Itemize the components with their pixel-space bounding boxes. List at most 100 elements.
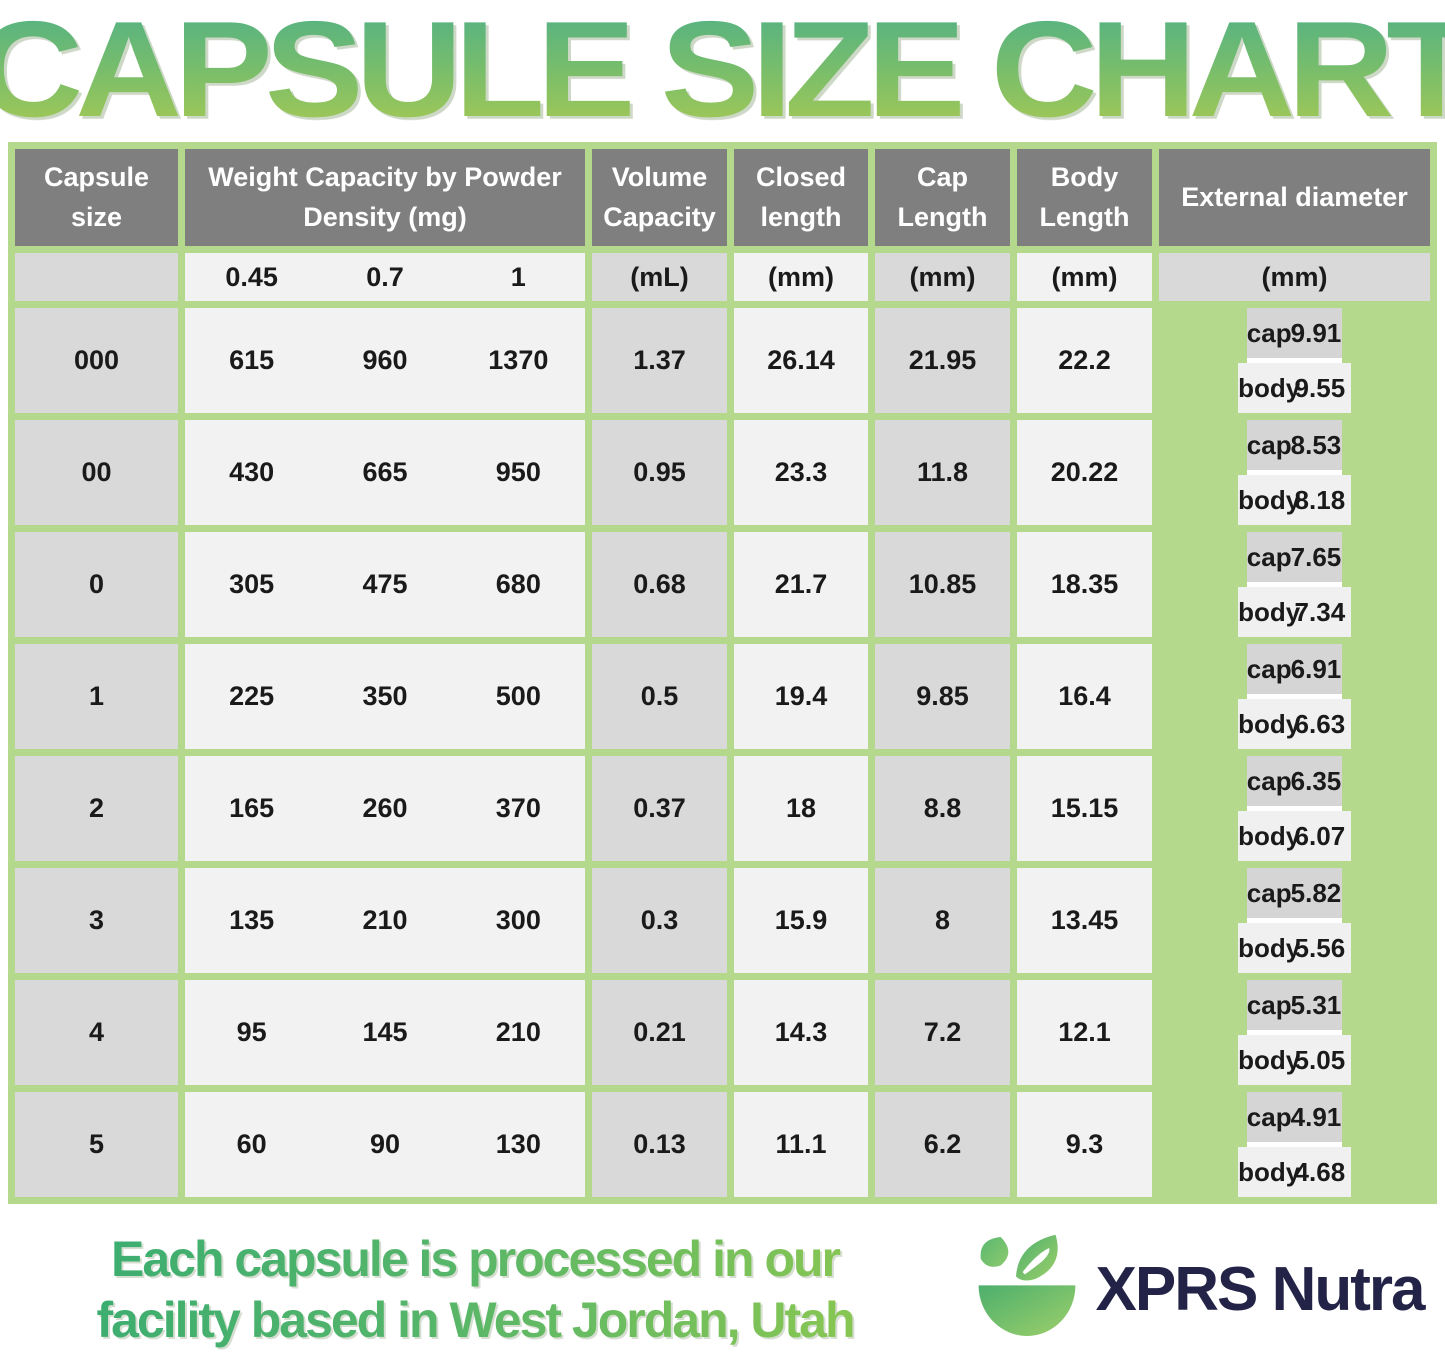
- unit-closed: (mm): [734, 253, 868, 301]
- external-diameter-cell: cap 4.91 body 4.68: [1159, 1092, 1430, 1197]
- weight-at-07: 90: [369, 1129, 401, 1159]
- closed-length-value: 11.1: [734, 1092, 868, 1197]
- weight-at-1: 300: [495, 905, 541, 935]
- external-cap-value: 5.31: [1290, 989, 1342, 1020]
- weight-capacity-values: 430 665 950: [185, 420, 585, 525]
- external-cap-row: cap 8.53: [1246, 420, 1343, 475]
- weight-at-1: 370: [495, 793, 541, 823]
- cap-label: cap: [1246, 989, 1292, 1020]
- unit-external: (mm): [1159, 253, 1430, 301]
- capsule-size-value: 5: [15, 1092, 178, 1197]
- units-capsule-size-empty: [15, 253, 178, 301]
- volume-capacity-value: 0.37: [592, 756, 727, 861]
- volume-capacity-value: 0.13: [592, 1092, 727, 1197]
- volume-capacity-value: 0.68: [592, 532, 727, 637]
- page-header: CAPSULE SIZE CHART: [0, 0, 1445, 140]
- tagline-line1: Each capsule is processed in our: [111, 1230, 839, 1287]
- cap-label: cap: [1246, 317, 1292, 348]
- unit-volume: (mL): [592, 253, 727, 301]
- volume-capacity-value: 0.95: [592, 420, 727, 525]
- volume-capacity-value: 1.37: [592, 308, 727, 413]
- body-length-value: 22.2: [1017, 308, 1152, 413]
- header-cap-length: Cap Length: [875, 149, 1010, 246]
- weight-at-045: 95: [236, 1017, 267, 1047]
- weight-at-045: 225: [229, 681, 275, 711]
- body-label: body: [1238, 1044, 1301, 1075]
- units-densities: 0.45 0.7 1: [185, 253, 585, 301]
- external-cap-row: cap 6.91: [1246, 644, 1343, 699]
- weight-at-1: 210: [495, 1017, 541, 1047]
- weight-at-07: 260: [362, 793, 408, 823]
- external-cap-value: 9.91: [1290, 317, 1342, 348]
- weight-at-07: 665: [362, 457, 408, 487]
- header-body-length: Body Length: [1017, 149, 1152, 246]
- cap-label: cap: [1246, 877, 1292, 908]
- external-cap-row: cap 5.31: [1246, 980, 1343, 1035]
- external-diameter-cell: cap 6.35 body 6.07: [1159, 756, 1430, 861]
- cap-label: cap: [1246, 429, 1292, 460]
- weight-at-1: 950: [495, 457, 541, 487]
- density-1: 1: [510, 261, 526, 292]
- external-body-row: body 8.18: [1238, 475, 1351, 525]
- external-body-row: body 9.55: [1238, 363, 1351, 413]
- cap-length-value: 21.95: [875, 308, 1010, 413]
- weight-capacity-values: 165 260 370: [185, 756, 585, 861]
- facility-tagline: Each capsule is processed in our facilit…: [0, 1229, 950, 1351]
- body-label: body: [1238, 932, 1301, 963]
- external-body-value: 4.68: [1294, 1156, 1346, 1187]
- external-diameter-cell: cap 6.91 body 6.63: [1159, 644, 1430, 749]
- header-closed-length: Closed length: [734, 149, 868, 246]
- weight-at-045: 305: [229, 569, 275, 599]
- header-external-diameter: External diameter: [1159, 149, 1430, 246]
- external-cap-value: 8.53: [1290, 429, 1342, 460]
- weight-capacity-values: 305 475 680: [185, 532, 585, 637]
- cap-length-value: 11.8: [875, 420, 1010, 525]
- cap-label: cap: [1246, 541, 1292, 572]
- weight-at-07: 145: [362, 1017, 408, 1047]
- external-body-row: body 6.63: [1238, 699, 1351, 749]
- external-body-row: body 5.05: [1238, 1035, 1351, 1085]
- weight-at-1: 1370: [488, 345, 549, 375]
- weight-at-045: 165: [229, 793, 275, 823]
- volume-capacity-value: 0.3: [592, 868, 727, 973]
- brand-lockup: XPRS Nutra: [950, 1228, 1445, 1351]
- density-045: 0.45: [225, 261, 278, 292]
- external-diameter-cell: cap 5.82 body 5.56: [1159, 868, 1430, 973]
- body-length-value: 12.1: [1017, 980, 1152, 1085]
- body-label: body: [1238, 372, 1301, 403]
- external-body-value: 9.55: [1294, 372, 1346, 403]
- cap-label: cap: [1246, 765, 1292, 796]
- body-length-value: 20.22: [1017, 420, 1152, 525]
- tagline-line2: facility based in West Jordan, Utah: [96, 1291, 854, 1348]
- cap-label: cap: [1246, 653, 1292, 684]
- capsule-size-value: 4: [15, 980, 178, 1085]
- external-cap-value: 4.91: [1290, 1101, 1342, 1132]
- weight-capacity-values: 225 350 500: [185, 644, 585, 749]
- body-label: body: [1238, 708, 1301, 739]
- volume-capacity-value: 0.21: [592, 980, 727, 1085]
- external-body-row: body 4.68: [1238, 1147, 1351, 1197]
- weight-at-045: 430: [229, 457, 275, 487]
- capsule-size-value: 2: [15, 756, 178, 861]
- cap-length-value: 10.85: [875, 532, 1010, 637]
- capsule-size-value: 1: [15, 644, 178, 749]
- body-length-value: 18.35: [1017, 532, 1152, 637]
- capsule-size-value: 000: [15, 308, 178, 413]
- brand-name: XPRS Nutra: [1095, 1255, 1426, 1324]
- mortar-leaf-logo-icon: [972, 1228, 1082, 1351]
- header-weight-capacity: Weight Capacity by Powder Density (mg): [185, 149, 585, 246]
- external-body-value: 5.05: [1294, 1044, 1346, 1075]
- volume-capacity-value: 0.5: [592, 644, 727, 749]
- weight-at-045: 60: [236, 1129, 267, 1159]
- external-body-value: 8.18: [1294, 484, 1346, 515]
- closed-length-value: 19.4: [734, 644, 868, 749]
- external-cap-value: 5.82: [1290, 877, 1342, 908]
- external-diameter-cell: cap 9.91 body 9.55: [1159, 308, 1430, 413]
- cap-length-value: 7.2: [875, 980, 1010, 1085]
- cap-length-value: 8: [875, 868, 1010, 973]
- external-cap-row: cap 7.65: [1246, 532, 1343, 587]
- body-length-value: 13.45: [1017, 868, 1152, 973]
- body-length-value: 9.3: [1017, 1092, 1152, 1197]
- unit-cap: (mm): [875, 253, 1010, 301]
- weight-at-045: 135: [229, 905, 275, 935]
